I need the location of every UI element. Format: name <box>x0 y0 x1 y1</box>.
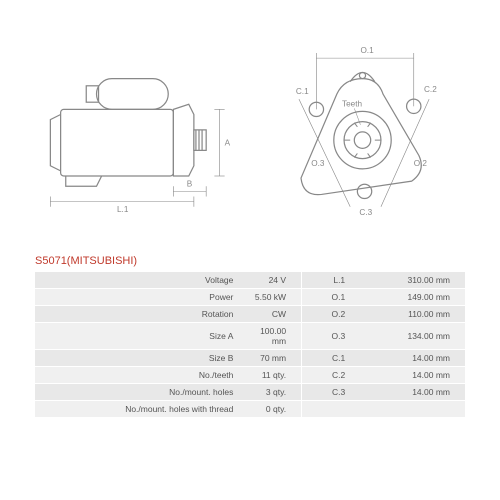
dim-O3: O.3 <box>311 159 325 168</box>
spec-value2: 14.00 mm <box>353 367 465 384</box>
label-teeth: Teeth <box>342 99 362 108</box>
part-number-title: S5071(MITSUBISHI) <box>35 255 465 267</box>
spec-row: No./teeth11 qty.C.214.00 mm <box>35 367 465 384</box>
spec-label2: L.1 <box>302 272 354 289</box>
spec-value2: 310.00 mm <box>353 272 465 289</box>
technical-diagrams: L.1 B A <box>35 30 465 240</box>
spec-value2: 149.00 mm <box>353 289 465 306</box>
front-view-diagram: O.1 O.2 O.3 C.1 C.2 C.3 Teeth <box>260 30 465 240</box>
dim-C3: C.3 <box>359 208 372 217</box>
spec-label: Voltage <box>35 272 241 289</box>
spec-value2: 14.00 mm <box>353 350 465 367</box>
spec-row: Size B70 mmC.114.00 mm <box>35 350 465 367</box>
spec-label2: O.1 <box>302 289 354 306</box>
spec-label2 <box>302 401 354 418</box>
spec-label2: C.1 <box>302 350 354 367</box>
spec-value: 5.50 kW <box>241 289 301 306</box>
dim-C2: C.2 <box>424 85 437 94</box>
spec-value: 24 V <box>241 272 301 289</box>
dim-O1: O.1 <box>360 46 374 55</box>
dim-L1: L.1 <box>117 205 129 214</box>
spec-label: Size B <box>35 350 241 367</box>
specifications-table: Voltage24 VL.1310.00 mmPower5.50 kWO.114… <box>35 272 465 418</box>
spec-value: 3 qty. <box>241 384 301 401</box>
spec-value2: 14.00 mm <box>353 384 465 401</box>
spec-label: Power <box>35 289 241 306</box>
dim-C1: C.1 <box>296 87 309 96</box>
side-view-diagram: L.1 B A <box>35 30 240 240</box>
spec-label: No./mount. holes with thread <box>35 401 241 418</box>
spec-label2: O.2 <box>302 306 354 323</box>
spec-label: Rotation <box>35 306 241 323</box>
spec-label: No./mount. holes <box>35 384 241 401</box>
spec-row: Power5.50 kWO.1149.00 mm <box>35 289 465 306</box>
spec-value: 0 qty. <box>241 401 301 418</box>
spec-value: 70 mm <box>241 350 301 367</box>
dim-A: A <box>225 138 231 147</box>
spec-row: No./mount. holes3 qty.C.314.00 mm <box>35 384 465 401</box>
spec-value2: 134.00 mm <box>353 323 465 350</box>
spec-row: No./mount. holes with thread0 qty. <box>35 401 465 418</box>
spec-value: 11 qty. <box>241 367 301 384</box>
spec-label: No./teeth <box>35 367 241 384</box>
spec-row: RotationCWO.2110.00 mm <box>35 306 465 323</box>
spec-label2: C.2 <box>302 367 354 384</box>
spec-label2: C.3 <box>302 384 354 401</box>
spec-row: Size A100.00 mmO.3134.00 mm <box>35 323 465 350</box>
spec-row: Voltage24 VL.1310.00 mm <box>35 272 465 289</box>
spec-value2: 110.00 mm <box>353 306 465 323</box>
dim-O2: O.2 <box>414 159 428 168</box>
spec-value2 <box>353 401 465 418</box>
spec-label: Size A <box>35 323 241 350</box>
spec-value: CW <box>241 306 301 323</box>
spec-value: 100.00 mm <box>241 323 301 350</box>
dim-B: B <box>187 179 193 188</box>
spec-label2: O.3 <box>302 323 354 350</box>
